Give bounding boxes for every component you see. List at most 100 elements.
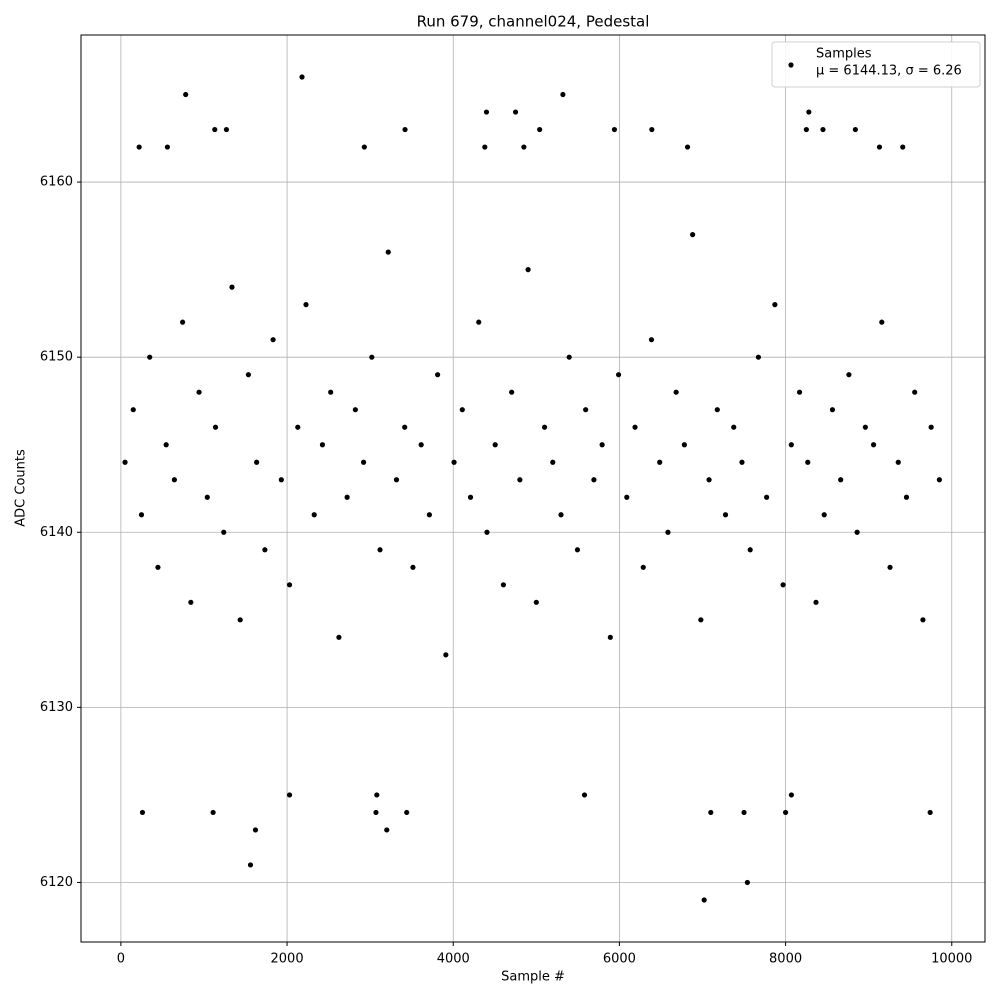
point: [533, 599, 539, 605]
point: [122, 459, 128, 465]
point: [164, 144, 171, 150]
x-tick-label: 6000: [603, 952, 636, 967]
point: [900, 144, 906, 150]
point: [138, 512, 145, 518]
point: [155, 564, 161, 570]
point: [319, 442, 326, 448]
point: [245, 372, 252, 378]
point: [714, 407, 720, 413]
point: [517, 477, 523, 483]
point: [262, 547, 268, 553]
point: [876, 144, 883, 150]
point: [895, 459, 901, 465]
point: [927, 809, 933, 816]
point: [854, 529, 860, 535]
point: [500, 582, 507, 588]
point: [708, 809, 714, 816]
point: [838, 477, 844, 483]
point: [583, 407, 589, 413]
point: [607, 634, 613, 640]
point: [788, 792, 795, 798]
y-tick-label: 6130: [40, 700, 73, 715]
point: [404, 809, 410, 816]
point: [229, 284, 235, 290]
point: [744, 879, 750, 886]
point: [796, 389, 803, 395]
point: [188, 599, 194, 605]
point: [402, 424, 408, 430]
point: [936, 477, 942, 483]
point: [673, 389, 679, 395]
point: [879, 319, 885, 325]
point: [295, 424, 301, 430]
point: [212, 424, 219, 430]
point: [360, 459, 367, 465]
point: [739, 459, 745, 465]
point: [525, 267, 531, 273]
point: [782, 809, 789, 816]
point: [870, 442, 877, 448]
point: [903, 494, 910, 500]
point: [482, 144, 488, 150]
point: [665, 529, 671, 535]
point: [373, 809, 379, 816]
point: [706, 477, 712, 483]
point: [591, 477, 597, 483]
point: [136, 144, 142, 150]
point: [764, 494, 770, 500]
point: [581, 792, 588, 798]
point: [286, 792, 293, 798]
point: [443, 652, 449, 658]
point: [252, 827, 259, 833]
point: [183, 91, 189, 98]
point: [278, 477, 284, 483]
point: [147, 354, 153, 360]
point: [171, 477, 177, 483]
point: [369, 354, 375, 360]
point: [690, 232, 696, 238]
y-tick-label: 6120: [40, 875, 73, 890]
point: [410, 564, 416, 570]
point: [698, 617, 704, 623]
point: [484, 529, 490, 535]
point: [788, 442, 794, 448]
legend-marker: [788, 62, 794, 68]
point: [483, 109, 490, 115]
chart-title: Run 679, channel024, Pedestal: [417, 13, 650, 31]
point: [402, 126, 408, 133]
point: [352, 407, 358, 413]
point: [328, 389, 334, 395]
legend-label: Samples: [816, 47, 872, 62]
point: [755, 354, 762, 360]
point: [624, 494, 630, 500]
legend-stats: μ = 6144.13, σ = 6.26: [816, 64, 962, 79]
y-tick-label: 6160: [40, 175, 73, 190]
point: [852, 126, 858, 133]
point: [928, 424, 934, 430]
point: [558, 512, 564, 518]
point: [435, 372, 441, 378]
x-tick-label: 10000: [931, 952, 972, 967]
y-tick-label: 6140: [40, 525, 73, 540]
point: [920, 617, 926, 623]
point: [163, 442, 169, 448]
point: [139, 809, 146, 816]
x-tick-label: 0: [117, 952, 125, 967]
point: [829, 407, 836, 413]
point: [212, 126, 218, 133]
point: [632, 424, 638, 430]
x-tick-label: 8000: [769, 952, 802, 967]
point: [384, 827, 390, 833]
y-axis-label: ADC Counts: [14, 449, 29, 527]
point: [681, 442, 687, 448]
point: [393, 477, 400, 483]
point: [560, 91, 566, 98]
point: [467, 494, 474, 500]
point: [684, 144, 691, 150]
point: [611, 126, 618, 133]
point: [374, 792, 380, 798]
x-tick-label: 4000: [437, 952, 470, 967]
point: [311, 512, 317, 518]
point: [418, 442, 424, 448]
point: [130, 407, 136, 413]
